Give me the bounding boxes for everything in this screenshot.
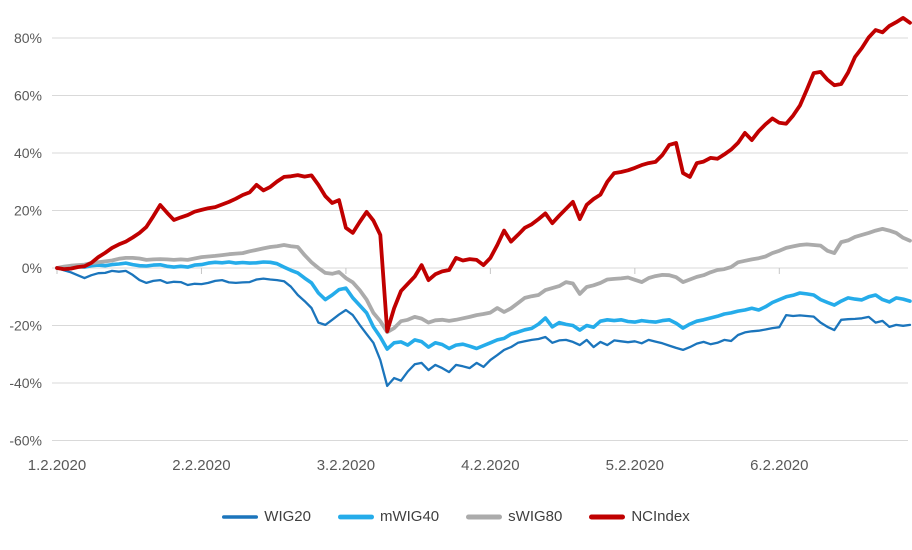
legend-label-mwig40: mWIG40 — [379, 508, 440, 525]
legend: WIG20 mWIG40 sWIG80 NCIndex — [0, 507, 912, 527]
series-line-sWIG80 — [55, 226, 912, 335]
series-line-WIG20 — [55, 266, 912, 388]
y-axis-label: -20% — [9, 318, 42, 334]
legend-label-ncindex: NCIndex — [631, 508, 690, 525]
legend-swatch-swig80 — [466, 514, 503, 520]
y-axis-label: -60% — [9, 433, 42, 449]
y-axis-label: 60% — [14, 88, 42, 104]
x-axis-label: 4.2.2020 — [461, 457, 519, 474]
legend-label-swig80: sWIG80 — [508, 508, 563, 525]
y-axis-label: -40% — [9, 375, 42, 391]
legend-label-wig20: WIG20 — [264, 508, 311, 525]
series-line-NCIndex — [55, 15, 912, 334]
x-axis-label: 5.2.2020 — [606, 457, 664, 474]
y-axis-label: 0% — [22, 260, 42, 276]
legend-item-ncindex: NCIndex — [589, 507, 690, 527]
x-axis-label: 3.2.2020 — [317, 457, 375, 474]
x-axis-label: 1.2.2020 — [28, 457, 86, 474]
legend-item-swig80: sWIG80 — [466, 507, 562, 527]
legend-swatch-ncindex — [589, 514, 626, 520]
legend-item-mwig40: mWIG40 — [337, 507, 440, 527]
series-line-mWIG40 — [55, 260, 912, 351]
legend-swatch-mwig40 — [337, 514, 374, 520]
y-axis-label: 40% — [14, 145, 42, 161]
y-axis-label: 20% — [14, 203, 42, 219]
legend-item-wig20: WIG20 — [222, 507, 311, 527]
x-axis-label: 6.2.2020 — [750, 457, 808, 474]
y-axis-label: 80% — [14, 30, 42, 46]
legend-swatch-wig20 — [222, 515, 259, 519]
x-axis-label: 2.2.2020 — [172, 457, 230, 474]
